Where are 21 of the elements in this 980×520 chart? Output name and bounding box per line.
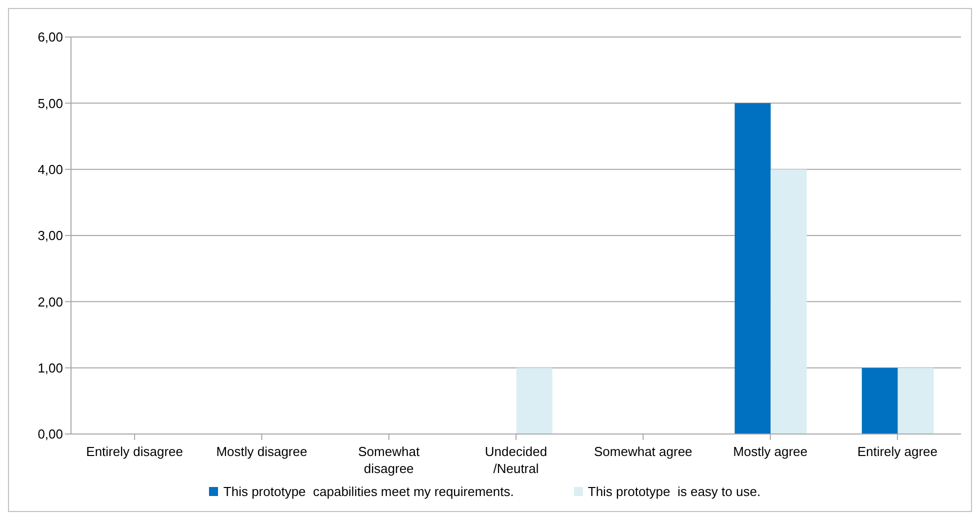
y-tick-label: 6,00 — [38, 30, 63, 45]
y-tick-label: 4,00 — [38, 162, 63, 177]
bar — [734, 103, 771, 434]
y-tick-label: 1,00 — [38, 360, 63, 376]
y-tick-label: 2,00 — [38, 294, 63, 310]
y-tick-label: 3,00 — [38, 228, 63, 244]
x-tick-label: Mostly agree — [733, 444, 808, 459]
x-tick-label: Somewhat agree — [594, 444, 692, 459]
x-tick-label: Somewhat disagree — [358, 444, 420, 476]
x-tick-label: Entirely agree — [857, 444, 938, 459]
bar — [898, 368, 934, 434]
legend-label: This prototype capabilities meet my requirements. — [223, 484, 514, 499]
y-tick-label: 0,00 — [38, 426, 63, 442]
x-tick-label: Entirely disagree — [86, 444, 183, 459]
x-tick-label: Undecided /Neutral — [484, 444, 548, 476]
bar — [516, 368, 552, 434]
y-tick-label: 5,00 — [38, 96, 63, 111]
x-tick-label: Mostly disagree — [216, 444, 308, 459]
legend-label: This prototype is easy to use. — [588, 484, 761, 499]
bar — [862, 368, 898, 434]
bar — [770, 169, 807, 434]
